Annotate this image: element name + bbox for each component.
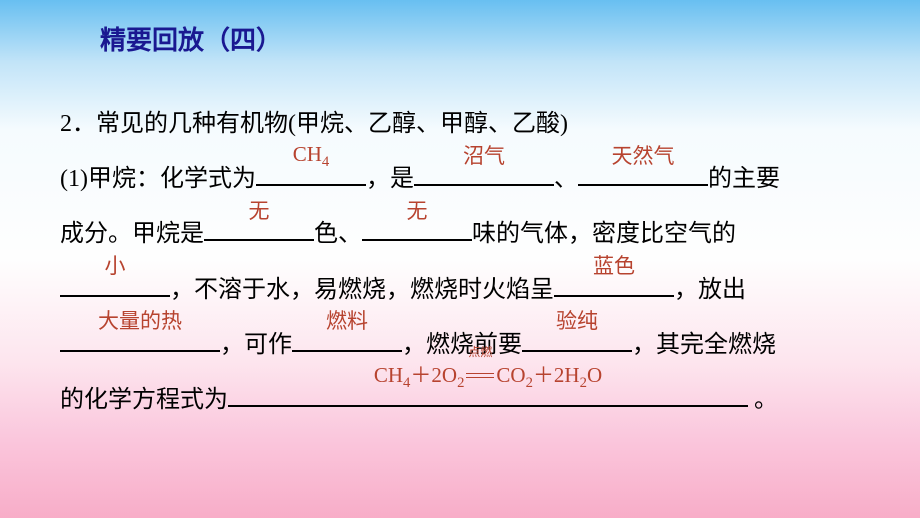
text: 、 xyxy=(554,166,578,192)
text-line-5: 的化学方程式为 CH4＋2O2点燃CO2＋2H2O 。 xyxy=(60,373,870,428)
blank-a: 沼气 xyxy=(414,162,554,186)
answer-e: 小 xyxy=(60,242,170,290)
blank-g: 大量的热 xyxy=(60,328,220,352)
text: 色、 xyxy=(314,221,362,247)
blank-equation: CH4＋2O2点燃CO2＋2H2O xyxy=(228,383,748,407)
text-line-2: 成分。甲烷是 无 色、 无 味的气体，密度比空气的 xyxy=(60,207,870,262)
slide-content: 2．常见的几种有机物(甲烷、乙醇、甲醇、乙酸) (1)甲烷：化学式为 CH4 ，… xyxy=(60,97,870,428)
blank-e: 小 xyxy=(60,273,170,297)
answer-a: 沼气 xyxy=(414,132,554,180)
answer-d: 无 xyxy=(362,187,472,235)
blank-b: 天然气 xyxy=(578,162,708,186)
answer-b: 天然气 xyxy=(578,132,708,180)
blank-d: 无 xyxy=(362,217,472,241)
text: ，放出 xyxy=(674,277,746,303)
text: 。 xyxy=(754,387,778,413)
slide-page: 精要回放（四） 2．常见的几种有机物(甲烷、乙醇、甲醇、乙酸) (1)甲烷：化学… xyxy=(0,0,920,518)
reaction-arrow: 点燃 xyxy=(464,351,496,399)
answer-formula: CH4 xyxy=(256,130,366,180)
blank-f: 蓝色 xyxy=(554,273,674,297)
answer-equation: CH4＋2O2点燃CO2＋2H2O xyxy=(228,351,748,401)
blank-h: 燃料 xyxy=(292,328,402,352)
text: 的化学方程式为 xyxy=(60,387,228,413)
answer-c: 无 xyxy=(204,187,314,235)
answer-h: 燃料 xyxy=(292,297,402,345)
blank-i: 验纯 xyxy=(522,328,632,352)
blank-c: 无 xyxy=(204,217,314,241)
slide-title: 精要回放（四） xyxy=(100,20,870,57)
blank-formula: CH4 xyxy=(256,162,366,186)
text: 的主要 xyxy=(708,166,780,192)
answer-f: 蓝色 xyxy=(554,242,674,290)
answer-i: 验纯 xyxy=(522,297,632,345)
answer-g: 大量的热 xyxy=(60,297,220,345)
